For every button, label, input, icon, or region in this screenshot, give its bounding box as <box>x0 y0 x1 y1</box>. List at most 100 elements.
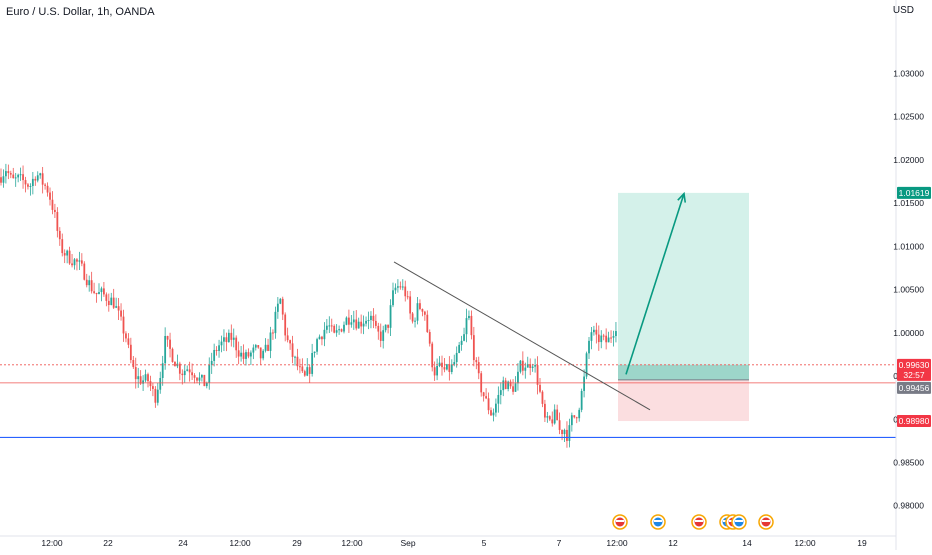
candle-body <box>90 280 93 292</box>
candle-body <box>372 315 375 321</box>
candle-body <box>27 184 29 187</box>
candle-body <box>46 185 49 193</box>
candle-body <box>348 317 350 325</box>
candle-body <box>539 384 541 392</box>
candle-body <box>51 199 54 210</box>
candle-body <box>5 171 7 177</box>
x-tick-label: 7 <box>557 538 562 548</box>
entry-price-badge <box>897 381 931 394</box>
y-tick-label: 0.98000 <box>893 501 924 511</box>
candle-body <box>411 313 414 322</box>
candle-body <box>252 347 255 353</box>
candle-body <box>517 371 519 384</box>
candle-body <box>78 260 81 262</box>
candle-body <box>355 319 358 329</box>
candle-body <box>66 250 69 256</box>
candle-body <box>575 417 578 419</box>
candle-body <box>9 173 12 175</box>
candle-body <box>607 337 610 343</box>
candle-body <box>504 380 507 390</box>
entry-price-label: 0.99456 <box>899 383 930 393</box>
candle-body <box>232 337 235 340</box>
x-tick-label: 12:00 <box>794 538 816 548</box>
candle-body <box>296 356 299 367</box>
candle-body <box>63 253 66 256</box>
candle-body <box>201 374 203 378</box>
candle-body <box>56 211 59 231</box>
candle-body <box>399 286 402 288</box>
candle-body <box>100 288 103 293</box>
candle-body <box>563 429 566 435</box>
candle-body <box>19 174 22 176</box>
candle-body <box>593 329 595 333</box>
candle-body <box>409 296 412 314</box>
y-tick-label: 1.01000 <box>893 241 924 251</box>
candle-body <box>186 369 189 371</box>
candle-body <box>590 332 593 341</box>
candle-body <box>541 391 544 404</box>
candle-body <box>235 337 238 351</box>
candle-body <box>112 297 115 308</box>
candle-body <box>125 333 127 339</box>
candle-body <box>343 324 345 332</box>
candle-body <box>495 403 497 413</box>
candle-body <box>512 386 514 392</box>
candle-body <box>588 340 590 354</box>
candle-body <box>392 290 394 306</box>
candle-body <box>129 344 132 361</box>
candle-body <box>303 371 306 376</box>
candle-body <box>497 394 500 404</box>
candle-body <box>257 345 260 348</box>
candle-body <box>181 373 184 376</box>
candle-body <box>328 325 331 327</box>
candle-body <box>230 332 233 340</box>
candle-body <box>374 320 377 326</box>
candle-body <box>80 260 83 264</box>
candle-body <box>436 365 438 376</box>
candle-body <box>83 263 86 280</box>
target-price-badge <box>897 186 931 199</box>
candle-body <box>526 364 529 368</box>
candle-body <box>521 360 524 371</box>
candle-body <box>556 409 559 421</box>
candle-body <box>191 372 193 376</box>
candle-body <box>2 176 5 183</box>
candle-body <box>36 175 39 181</box>
candle-body <box>524 367 527 371</box>
candle-body <box>578 409 581 419</box>
candle-body <box>284 314 287 336</box>
candle-body <box>394 287 397 291</box>
candle-body <box>421 309 424 312</box>
y-tick-label: 1.00500 <box>893 285 924 295</box>
candle-body <box>269 332 272 351</box>
candle-body <box>203 374 206 387</box>
candle-body <box>323 329 326 340</box>
candle-body <box>144 374 147 381</box>
candle-body <box>61 239 64 254</box>
projection-arrow-head <box>677 191 687 203</box>
candle-body <box>306 367 309 376</box>
candle-body <box>41 173 44 185</box>
x-tick-label: Sep <box>400 538 415 548</box>
candle-body <box>335 330 338 333</box>
x-tick-label: 14 <box>742 538 752 548</box>
candle-body <box>198 377 201 381</box>
candle-body <box>71 263 73 266</box>
candle-body <box>254 345 257 348</box>
candle-body <box>286 335 289 341</box>
candle-body <box>365 320 367 324</box>
event-stripe <box>695 520 703 522</box>
candle-body <box>267 344 269 351</box>
candle-body <box>103 288 105 295</box>
projection-arrow-shaft <box>625 193 685 375</box>
candle-body <box>274 311 277 334</box>
candle-body <box>426 314 429 333</box>
x-tick-label: 12:00 <box>341 538 363 548</box>
candle-body <box>455 352 458 363</box>
economic-event-icon <box>691 514 707 530</box>
candle-body <box>98 292 100 295</box>
candle-body <box>208 364 211 383</box>
candle-body <box>250 352 252 357</box>
